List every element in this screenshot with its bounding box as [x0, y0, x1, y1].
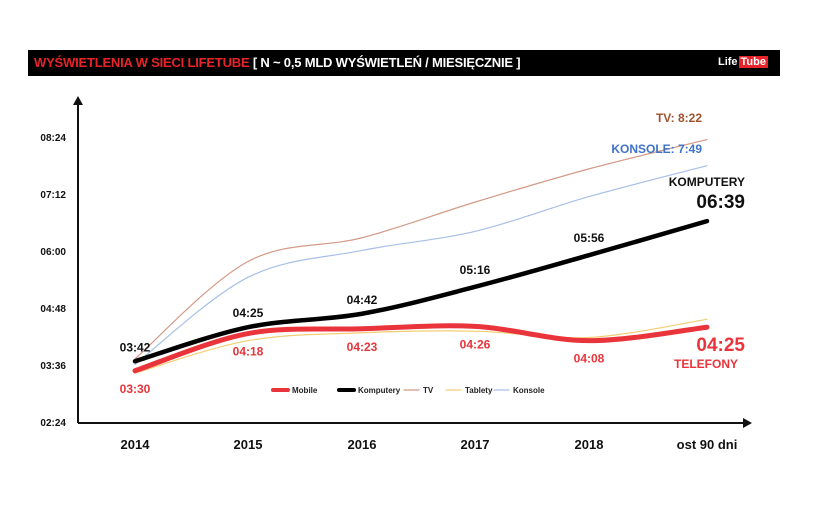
series-line-komputery [132, 218, 710, 364]
logo-text: Life [717, 56, 738, 68]
mobile-end-name: TELEFONY [674, 357, 738, 371]
title-banner: WYŚWIETLENIA W SIECI LIFETUBE [ N ~ 0,5 … [28, 50, 780, 76]
x-tick-label: 2014 [121, 437, 151, 452]
x-tick-label: 2016 [348, 437, 377, 452]
logo-box-text: Tube [738, 56, 768, 68]
series-line-tablety [134, 318, 708, 374]
mobile-data-label: 04:23 [347, 340, 378, 354]
legend-label: Konsole [513, 386, 545, 395]
mobile-data-label: 04:08 [574, 352, 605, 366]
x-axis-arrow [743, 418, 752, 428]
legend-label: Tablety [465, 386, 493, 395]
komputery-end-name: KOMPUTERY [669, 175, 745, 189]
chart-title: WYŚWIETLENIA W SIECI LIFETUBE [ N ~ 0,5 … [34, 55, 521, 70]
mobile-data-label: 04:18 [233, 345, 264, 359]
komputery-data-label: 05:16 [460, 263, 491, 277]
x-tick-label: 2015 [234, 437, 263, 452]
y-tick-label: 03:36 [40, 361, 66, 372]
komputery-data-label: 03:42 [120, 340, 151, 354]
mobile-end-value: 04:25 [696, 335, 745, 356]
y-axis-arrow [73, 96, 83, 105]
konsole-end-label: KONSOLE: 7:49 [611, 142, 702, 156]
legend-label: Mobile [292, 386, 318, 395]
komputery-data-label: 05:56 [574, 231, 605, 245]
series-line-tv [134, 138, 708, 360]
y-tick-label: 07:12 [40, 190, 66, 201]
y-tick-label: 06:00 [40, 247, 66, 258]
chart-title-sub: [ N ~ 0,5 MLD WYŚWIETLEŃ / MIESIĘCZNIE ] [252, 55, 521, 70]
x-tick-label: 2017 [461, 437, 490, 452]
x-tick-label: ost 90 dni [677, 437, 738, 452]
komputery-end-value: 06:39 [696, 192, 745, 213]
komputery-data-label: 04:25 [233, 306, 264, 320]
series-line-mobile [132, 323, 710, 374]
x-tick-label: 2018 [575, 437, 604, 452]
tv-end-label: TV: 8:22 [656, 111, 702, 125]
chart-title-main: WYŚWIETLENIA W SIECI LIFETUBE [34, 55, 250, 70]
komputery-data-label: 04:42 [347, 293, 378, 307]
legend-label: Komputery [358, 386, 401, 395]
mobile-data-label: 04:26 [460, 337, 491, 351]
y-tick-label: 02:24 [40, 418, 66, 429]
lifetube-logo: Life Tube [718, 56, 768, 68]
y-tick-label: 08:24 [40, 133, 66, 144]
y-tick-label: 04:48 [40, 304, 66, 315]
legend-label: TV [423, 386, 434, 395]
series-line-konsole [134, 165, 708, 366]
mobile-data-label: 03:30 [120, 382, 151, 396]
